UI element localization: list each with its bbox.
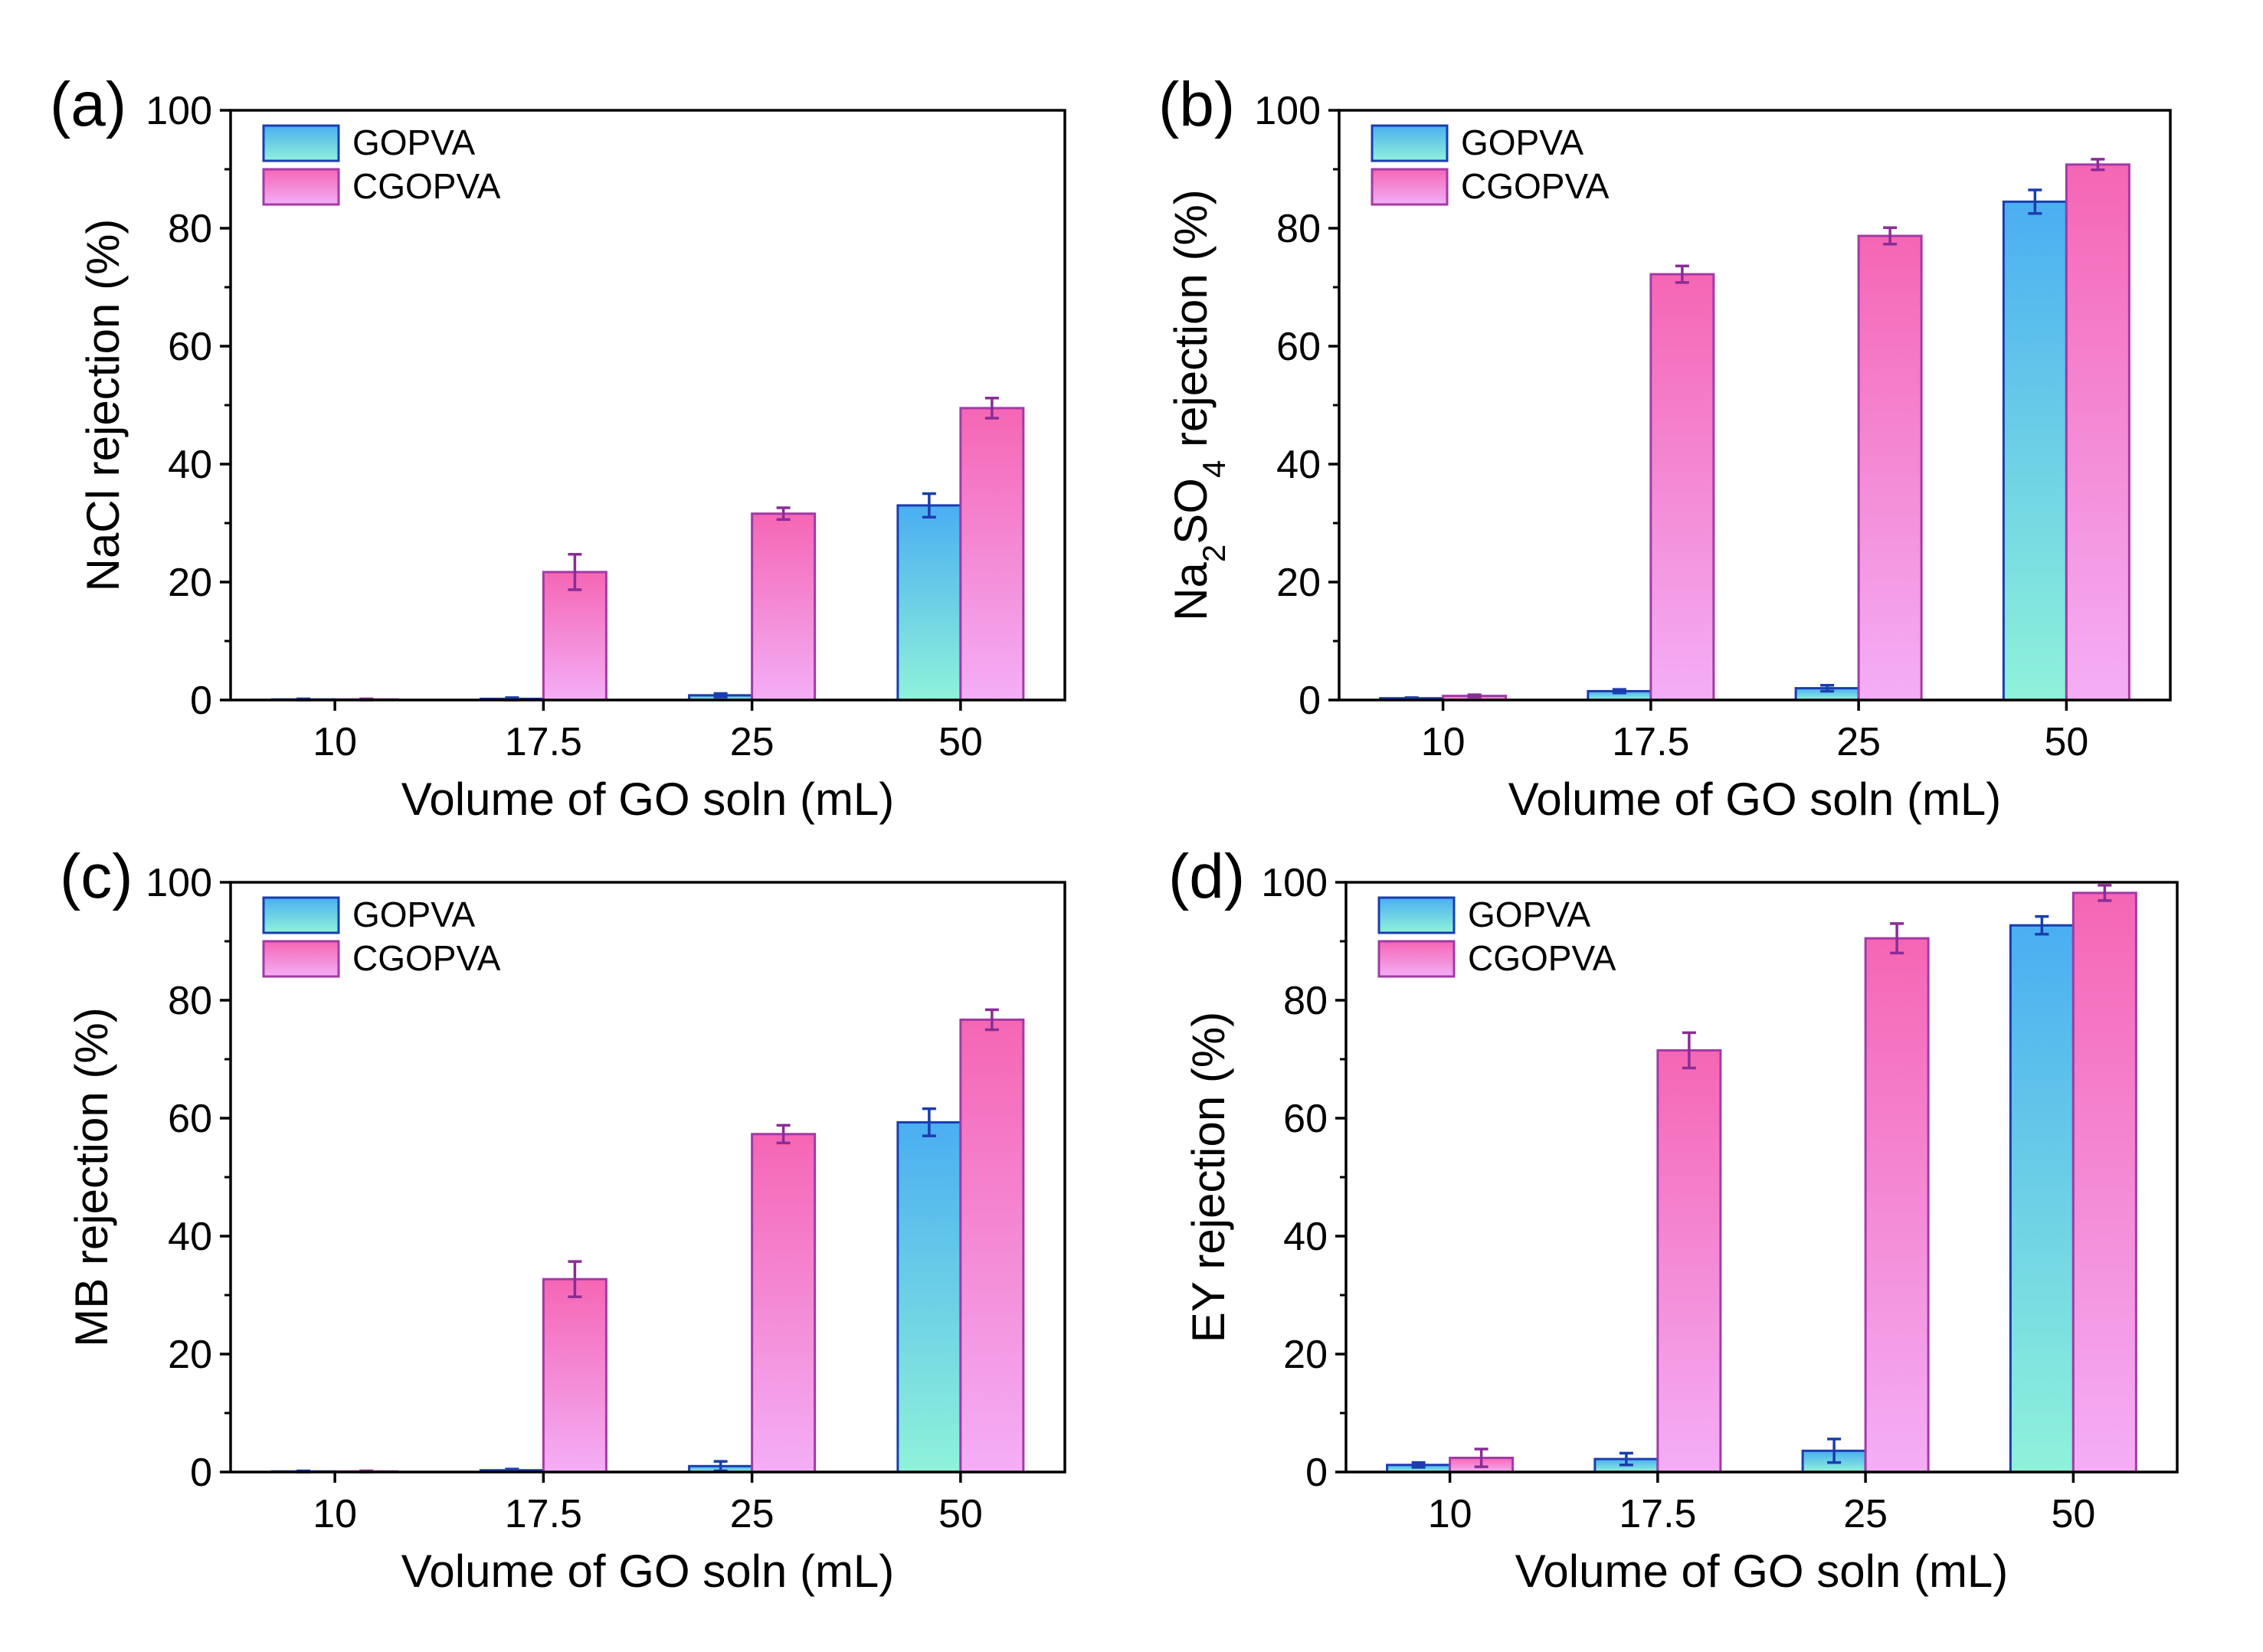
legend-label-gopva: GOPVA bbox=[1468, 895, 1591, 934]
legend-swatch-gopva bbox=[262, 124, 340, 162]
x-tick-label: 25 bbox=[730, 720, 775, 764]
panel-label: (b) bbox=[1158, 70, 1235, 139]
x-tick-label: 17.5 bbox=[1612, 720, 1689, 764]
y-axis-title-part: SO bbox=[1165, 478, 1217, 545]
y-tick-label: 100 bbox=[146, 89, 212, 133]
y-axis-title-subscript: 2 bbox=[1196, 545, 1232, 562]
legend-label-cgopva: CGOPVA bbox=[352, 938, 501, 978]
y-tick-label: 40 bbox=[1276, 443, 1321, 487]
y-tick-label: 0 bbox=[190, 679, 212, 723]
panel-label: (d) bbox=[1168, 842, 1245, 911]
y-tick-label: 100 bbox=[1254, 89, 1321, 133]
chart-panel-b: 0 20 40 60 80 100 10 17.5 25 50 Volume of GO soln … bbox=[1158, 70, 2172, 825]
y-axis-title-part: MB rejection (%) bbox=[66, 1007, 117, 1346]
y-axis-title-part: rejection (%) bbox=[1165, 189, 1217, 460]
legend-swatch-cgopva bbox=[262, 168, 340, 206]
y-tick-label: 80 bbox=[1283, 979, 1328, 1023]
x-tick-label: 25 bbox=[730, 1492, 775, 1536]
y-tick-label: 60 bbox=[168, 1097, 212, 1141]
bar-gopva bbox=[2009, 924, 2075, 1474]
bar-cgopva bbox=[1857, 234, 1923, 702]
bar-gopva bbox=[896, 1120, 962, 1474]
legend-label-gopva: GOPVA bbox=[352, 123, 476, 162]
chart-panel-c: 0 20 40 60 80 100 10 17.5 25 50 Volume of GO soln … bbox=[60, 842, 1066, 1597]
x-tick-label: 10 bbox=[313, 720, 357, 764]
y-tick-label: 20 bbox=[168, 1333, 212, 1377]
bar-cgopva bbox=[542, 1277, 608, 1474]
bar-cgopva bbox=[542, 571, 608, 702]
bar-gopva bbox=[2002, 200, 2068, 702]
legend-swatch-cgopva bbox=[262, 940, 340, 978]
x-tick-label: 25 bbox=[1836, 720, 1881, 764]
x-tick-label: 50 bbox=[938, 720, 983, 764]
legend-label-cgopva: CGOPVA bbox=[1468, 938, 1616, 978]
y-tick-label: 20 bbox=[168, 561, 212, 605]
y-tick-label: 80 bbox=[1276, 207, 1321, 251]
bar-cgopva bbox=[751, 512, 817, 702]
y-tick-label: 0 bbox=[1305, 1451, 1328, 1495]
x-tick-label: 17.5 bbox=[1619, 1492, 1696, 1536]
x-axis-title: Volume of GO soln (mL) bbox=[401, 774, 895, 825]
legend-swatch-cgopva bbox=[1377, 940, 1456, 978]
bar-cgopva bbox=[1864, 937, 1930, 1474]
legend-swatch-gopva bbox=[262, 896, 340, 934]
x-tick-label: 25 bbox=[1843, 1492, 1888, 1536]
y-axis-title: MB rejection (%) bbox=[66, 1007, 117, 1346]
y-axis-title: NaCl rejection (%) bbox=[77, 219, 129, 592]
chart-panel-d: 0 20 40 60 80 100 10 17.5 25 50 Volume of GO soln … bbox=[1168, 842, 2179, 1597]
bar-cgopva bbox=[1656, 1048, 1722, 1474]
bar-cgopva bbox=[2065, 163, 2130, 702]
y-tick-label: 0 bbox=[190, 1451, 212, 1495]
y-tick-label: 40 bbox=[168, 1215, 212, 1259]
x-tick-label: 10 bbox=[1421, 720, 1466, 764]
x-tick-label: 50 bbox=[2044, 720, 2088, 764]
y-tick-label: 40 bbox=[1283, 1215, 1328, 1259]
bar-gopva bbox=[896, 504, 962, 702]
x-tick-label: 50 bbox=[2051, 1492, 2095, 1536]
x-tick-label: 10 bbox=[1428, 1492, 1472, 1536]
y-tick-label: 60 bbox=[1276, 325, 1321, 369]
y-tick-label: 20 bbox=[1283, 1333, 1328, 1377]
panel-label: (c) bbox=[60, 842, 133, 911]
y-axis-title-part: EY rejection (%) bbox=[1183, 1012, 1234, 1343]
y-tick-label: 80 bbox=[168, 979, 212, 1023]
legend-swatch-gopva bbox=[1377, 896, 1456, 934]
bar-cgopva bbox=[959, 407, 1025, 702]
x-axis-title: Volume of GO soln (mL) bbox=[1515, 1546, 2009, 1597]
y-tick-label: 0 bbox=[1299, 679, 1321, 723]
y-axis-title-subscript: 4 bbox=[1196, 460, 1232, 478]
y-tick-label: 100 bbox=[1261, 861, 1328, 905]
bar-cgopva bbox=[1649, 273, 1715, 702]
y-tick-label: 60 bbox=[1283, 1097, 1328, 1141]
y-tick-label: 80 bbox=[168, 207, 212, 251]
bar-cgopva bbox=[2071, 891, 2137, 1474]
y-axis-title: Na2SO4 rejection (%) bbox=[1165, 189, 1232, 621]
y-axis-title-part: Na bbox=[1165, 561, 1217, 620]
legend-label-gopva: GOPVA bbox=[352, 895, 476, 934]
bar-cgopva bbox=[959, 1018, 1025, 1474]
x-tick-label: 17.5 bbox=[505, 1492, 582, 1536]
bar-cgopva bbox=[751, 1133, 817, 1474]
x-tick-label: 17.5 bbox=[505, 720, 582, 764]
y-tick-label: 20 bbox=[1276, 561, 1321, 605]
legend-swatch-gopva bbox=[1371, 124, 1449, 162]
y-tick-label: 60 bbox=[168, 325, 212, 369]
chart-panel-a: 0 20 40 60 80 100 10 17.5 25 50 Volume of GO soln … bbox=[50, 70, 1066, 825]
x-axis-title: Volume of GO soln (mL) bbox=[1508, 774, 2002, 825]
legend-swatch-cgopva bbox=[1371, 168, 1449, 206]
legend-label-cgopva: CGOPVA bbox=[352, 166, 501, 206]
legend-label-cgopva: CGOPVA bbox=[1461, 166, 1610, 206]
y-axis-title-part: NaCl rejection (%) bbox=[77, 219, 129, 592]
x-tick-label: 50 bbox=[938, 1492, 983, 1536]
legend-label-gopva: GOPVA bbox=[1461, 123, 1584, 162]
y-tick-label: 40 bbox=[168, 443, 212, 487]
x-tick-label: 10 bbox=[313, 1492, 357, 1536]
panel-label: (a) bbox=[50, 70, 126, 139]
y-tick-label: 100 bbox=[146, 861, 212, 905]
y-axis-title: EY rejection (%) bbox=[1183, 1012, 1234, 1343]
x-axis-title: Volume of GO soln (mL) bbox=[401, 1546, 895, 1597]
